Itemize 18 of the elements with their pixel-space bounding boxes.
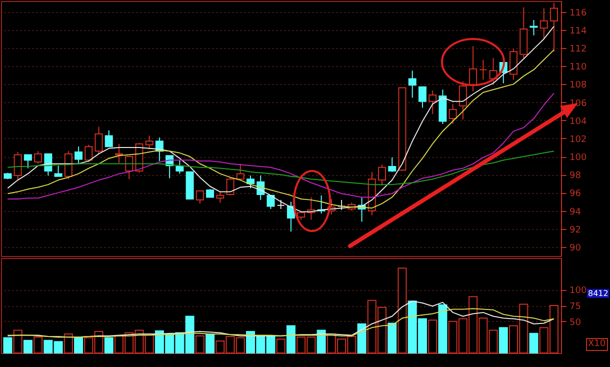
y-tick-label: 110 <box>570 62 587 73</box>
y-tick-label: 112 <box>570 44 587 55</box>
y-tick-label: 116 <box>570 8 587 18</box>
y-tick-label: 100 <box>570 153 587 164</box>
y-tick-label: 92 <box>570 225 581 236</box>
text: 8412 <box>587 289 610 298</box>
y-tick-label: 108 <box>570 80 587 91</box>
y-tick-label: 104 <box>570 116 587 127</box>
y-tick-label: 94 <box>570 207 582 218</box>
text: X10 <box>586 338 608 351</box>
y-tick-label: 75 <box>570 302 581 312</box>
y-tick-label: 50 <box>570 318 582 328</box>
y-tick-label: 100 <box>570 286 587 296</box>
y-tick-label: 114 <box>570 26 587 36</box>
y-tick-label: 96 <box>570 189 582 200</box>
y-tick-label: 90 <box>570 243 582 254</box>
y-tick-label: 98 <box>570 171 582 182</box>
y-tick-label: 102 <box>570 134 587 145</box>
